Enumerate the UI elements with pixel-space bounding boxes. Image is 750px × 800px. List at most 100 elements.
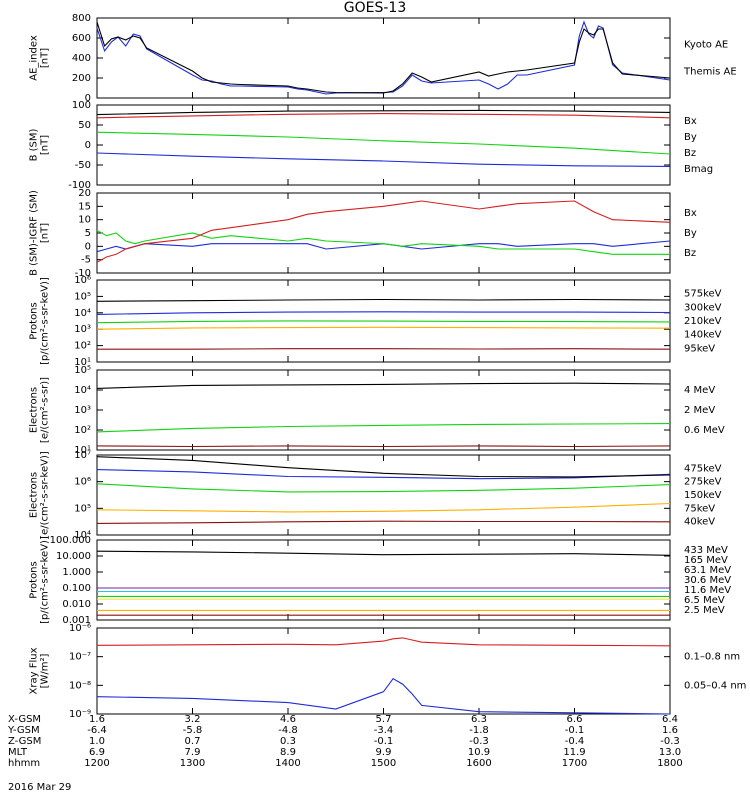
y-tick-label: 100.000 — [50, 535, 91, 546]
axis-row-value: -0.3 — [660, 736, 680, 747]
y-tick-label: 10¹ — [74, 445, 91, 456]
y-tick-label: 10⁻⁷ — [69, 652, 91, 663]
legend-item-1-2: Themis AE — [683, 66, 737, 77]
legend-item-1-1: Kyoto AE — [684, 40, 728, 51]
axis-row-value: -5.8 — [183, 725, 203, 736]
series-line-2-1 — [96, 152, 671, 167]
y-axis-label-line: B (SM) — [29, 128, 40, 161]
series-line-4-3 — [96, 320, 671, 324]
legend-item-7-6: 6.5 MeV — [684, 595, 725, 606]
series-line-6-1 — [96, 520, 671, 524]
series-line-1-2 — [96, 21, 671, 94]
axis-row-value: 9.9 — [376, 747, 392, 758]
axis-row-value: -0.4 — [565, 736, 585, 747]
y-tick-label: -100 — [68, 180, 91, 191]
series-line-4-1 — [97, 348, 671, 350]
panel-ylabel-5: Electrons [e/(cm²-s-sr)] — [29, 377, 51, 443]
axis-row-value: -0.3 — [469, 736, 489, 747]
panel-ylabel-7: Protons [p/(cm²-s-sr-keV)] — [29, 536, 51, 624]
legend-item-4-2: 300keV — [684, 302, 722, 313]
legend-item-3-2: By — [684, 228, 697, 239]
series-line-6-2 — [96, 502, 671, 513]
y-tick-label: 10³ — [74, 405, 91, 416]
y-tick-label: 0.100 — [62, 583, 91, 594]
legend-item-6-4: 75keV — [684, 503, 715, 514]
series-line-2-3 — [96, 113, 671, 119]
series-line-5-2 — [96, 423, 671, 433]
axis-row-value: 6.9 — [89, 747, 105, 758]
legend-item-8-1: 0.1–0.8 nm — [684, 652, 740, 663]
axis-row-value: -1.8 — [469, 725, 489, 736]
y-tick-label: -5 — [81, 255, 91, 266]
series-line-6-5 — [96, 456, 671, 478]
panel-ylabel-8: Xray Flux [W/m²] — [29, 647, 51, 694]
legend-item-6-1: 475keV — [684, 463, 722, 474]
y-tick-label: -50 — [75, 160, 91, 171]
y-tick-label: 10⁴ — [74, 385, 91, 396]
series-line-3-2 — [96, 229, 670, 255]
axis-row-value: 3.2 — [185, 714, 201, 725]
y-tick-label: 0 — [85, 140, 91, 151]
axis-row-value: -0.1 — [374, 736, 394, 747]
series-line-8-1 — [96, 637, 671, 647]
y-tick-label: 10⁵ — [74, 365, 91, 376]
legend-item-6-3: 150keV — [684, 490, 722, 501]
y-tick-label: 10 — [78, 215, 91, 226]
axis-row-value: -4.8 — [278, 725, 298, 736]
axis-row-value: 1300 — [180, 758, 205, 769]
legend-item-6-5: 40keV — [684, 517, 715, 528]
axis-row-value: 1500 — [371, 758, 396, 769]
series-line-3-3 — [96, 200, 671, 263]
axis-row-value: 10.9 — [468, 747, 490, 758]
y-axis-label-line: Protons — [29, 302, 40, 339]
legend-item-7-1: 433 MeV — [684, 545, 728, 556]
axis-row-label: Z-GSM — [8, 736, 41, 747]
y-tick-label: 10⁵ — [74, 291, 91, 302]
axis-row-value: 1200 — [84, 758, 109, 769]
legend-item-7-7: 2.5 MeV — [684, 605, 725, 616]
axis-row-value: 11.9 — [563, 747, 585, 758]
legend-item-3-3: Bz — [684, 248, 696, 259]
legend-item-4-3: 210keV — [684, 316, 722, 327]
legend-item-2-4: Bmag — [684, 164, 713, 175]
y-tick-label: 0.010 — [62, 599, 91, 610]
legend-item-2-1: Bx — [684, 116, 697, 127]
y-tick-label: 100 — [72, 100, 91, 111]
y-tick-label: 0.001 — [62, 615, 91, 626]
y-axis-label-line: Protons — [29, 561, 40, 598]
legend-item-5-2: 2 MeV — [684, 405, 715, 416]
axis-row-value: 1800 — [657, 758, 682, 769]
legend-item-2-3: Bz — [684, 148, 696, 159]
series-line-4-5 — [96, 298, 671, 302]
legend-item-7-3: 63.1 MeV — [684, 565, 731, 576]
legend-item-7-4: 30.6 MeV — [684, 575, 731, 586]
axis-row-value: -0.1 — [565, 725, 585, 736]
y-tick-label: 600 — [72, 33, 91, 44]
axis-row-value: 6.3 — [471, 714, 487, 725]
panel-frame-3 — [96, 192, 671, 274]
series-line-7-7 — [96, 550, 671, 556]
y-axis-label-line: [W/m²] — [40, 653, 51, 688]
y-tick-label: -10 — [75, 268, 91, 279]
axis-row-value: 6.6 — [567, 714, 583, 725]
y-tick-label: 10⁻⁶ — [69, 623, 91, 634]
axis-row-value: -6.4 — [87, 725, 107, 736]
axis-row-value: 0.7 — [185, 736, 201, 747]
y-tick-label: 5 — [85, 228, 91, 239]
y-axis-label-line: [nT] — [40, 48, 51, 68]
y-axis-label-line: [nT] — [40, 135, 51, 155]
legend-item-4-4: 140keV — [684, 330, 722, 341]
y-tick-label: 10² — [74, 341, 91, 352]
y-tick-label: 10³ — [74, 324, 91, 335]
y-tick-label: 10.000 — [56, 551, 91, 562]
legend-item-7-5: 11.6 MeV — [684, 585, 731, 596]
y-axis-label-line: [e/(cm²-s-sr)] — [40, 377, 51, 443]
series-line-4-4 — [96, 311, 671, 315]
plot-date: 2016 Mar 29 — [8, 782, 71, 793]
series-line-5-1 — [96, 445, 671, 448]
y-axis-label-line: Electrons — [29, 387, 40, 433]
y-tick-label: 10⁵ — [74, 503, 91, 514]
panel-ylabel-2: B (SM) [nT] — [29, 128, 51, 161]
axis-row-value: 8.9 — [280, 747, 296, 758]
